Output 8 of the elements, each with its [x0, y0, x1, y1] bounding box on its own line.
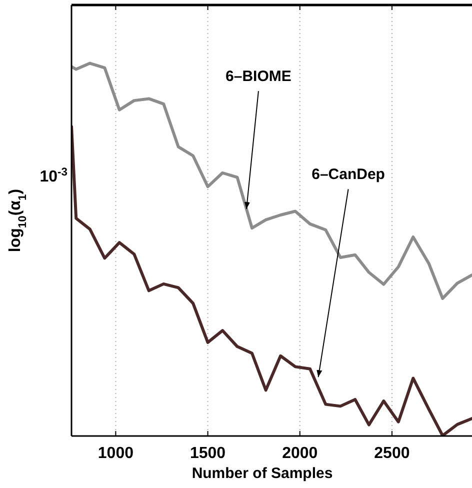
x-tick-label: 1500	[190, 445, 226, 462]
annotation: 6–BIOME	[226, 68, 292, 86]
x-tick-label: 2000	[282, 445, 318, 462]
x-axis-title: Number of Samples	[192, 465, 333, 482]
x-tick-label: 1000	[98, 445, 134, 462]
x-tick-label: 2500	[374, 445, 410, 462]
annotation: 6–CanDep	[312, 166, 385, 184]
text: 10$^{-3}$	[40, 166, 68, 186]
